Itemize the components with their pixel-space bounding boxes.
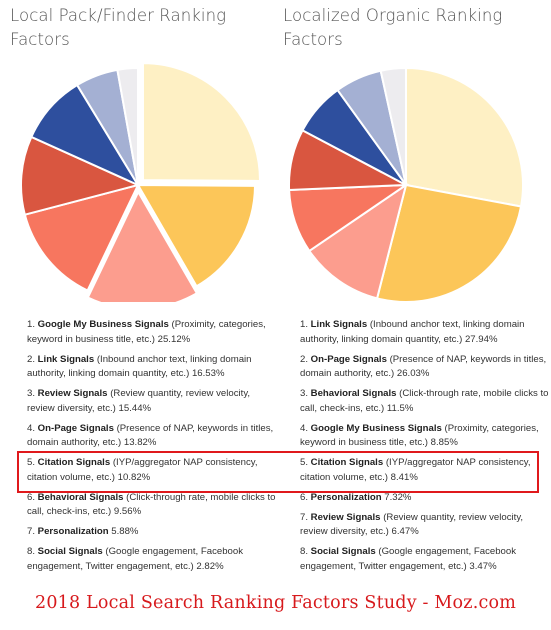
factor-number: 5. bbox=[300, 457, 311, 468]
factor-description: (Review quantity, review velocity, revie… bbox=[300, 511, 524, 538]
factor-description: (Click-through rate, mobile clicks to ca… bbox=[27, 491, 276, 518]
factor-percentage: 15.44% bbox=[118, 402, 152, 414]
factor-name: Link Signals bbox=[37, 353, 95, 365]
factor-number: 2. bbox=[300, 353, 311, 365]
pie-chart-localized-organic bbox=[288, 66, 524, 302]
pie-slice-social-signals bbox=[116, 66, 139, 186]
chart-local-pack: Local Pack/Finder Ranking Factors 1. Goo… bbox=[10, 0, 275, 572]
factor-number: 7. bbox=[300, 511, 311, 523]
factor-item-social-signals: 8. Social Signals (Google engagement, Fa… bbox=[27, 545, 277, 574]
factor-name: Citation Signals bbox=[310, 457, 384, 468]
factor-percentage: 7.32% bbox=[384, 491, 412, 503]
pie-slice-link-signals bbox=[405, 66, 524, 208]
factor-item-personalization: 7. Personalization 5.88% bbox=[27, 525, 277, 540]
factor-list-local-pack: 1. Google My Business Signals (Proximity… bbox=[27, 318, 277, 580]
factor-number: 2. bbox=[27, 353, 38, 365]
factor-number: 1. bbox=[27, 319, 38, 330]
factor-description: (Click-through rate, mobile clicks to ca… bbox=[300, 388, 549, 414]
pie-slice-on-page-signals bbox=[375, 183, 523, 302]
factor-item-link-signals: 1. Link Signals (Inbound anchor text, li… bbox=[300, 318, 550, 347]
factor-name: Link Signals bbox=[310, 319, 368, 330]
factor-item-link-signals: 2. Link Signals (Inbound anchor text, li… bbox=[27, 353, 277, 382]
factor-description: (Proximity, categories, keyword in busin… bbox=[300, 422, 539, 449]
factor-percentage: 16.53% bbox=[191, 368, 225, 379]
factor-number: 8. bbox=[300, 546, 311, 557]
factor-number: 8. bbox=[27, 546, 38, 557]
factor-number: 5. bbox=[27, 457, 38, 468]
footer-caption: 2018 Local Search Ranking Factors Study … bbox=[34, 593, 516, 613]
factor-name: Behavioral Signals bbox=[37, 491, 124, 503]
factor-list-localized-organic: 1. Link Signals (Inbound anchor text, li… bbox=[300, 318, 550, 580]
factor-item-citation-signals: 5. Citation Signals (IYP/aggregator NAP … bbox=[300, 456, 550, 485]
factor-item-google-my-business-signals: 4. Google My Business Signals (Proximity… bbox=[300, 422, 550, 451]
factor-percentage: 8.85% bbox=[430, 437, 458, 448]
factor-name: Behavioral Signals bbox=[310, 388, 397, 399]
factor-description: (Inbound anchor text, linking domain aut… bbox=[27, 353, 252, 380]
pie-slice-google-my-business-signals bbox=[141, 62, 261, 182]
pie-slice-review-signals bbox=[86, 189, 199, 302]
factor-name: Social Signals bbox=[37, 546, 103, 557]
factor-name: On-Page Signals bbox=[37, 422, 114, 434]
factor-name: Google My Business Signals bbox=[37, 319, 169, 330]
factor-percentage: 27.94% bbox=[464, 333, 498, 345]
factor-description: (Presence of NAP, keywords in titles, do… bbox=[300, 353, 547, 380]
pie-slice-citation-signals bbox=[20, 135, 141, 216]
factor-number: 3. bbox=[300, 388, 311, 399]
factor-item-behavioral-signals: 3. Behavioral Signals (Click-through rat… bbox=[300, 387, 550, 416]
factor-number: 1. bbox=[300, 319, 311, 330]
factor-percentage: 6.47% bbox=[391, 526, 419, 537]
chart-localized-organic: Localized Organic Ranking Factors 1. Lin… bbox=[283, 0, 548, 572]
factor-item-personalization: 6. Personalization 7.32% bbox=[300, 491, 550, 506]
pie-wrap bbox=[283, 52, 545, 302]
factor-name: Review Signals bbox=[37, 388, 108, 399]
factor-item-review-signals: 3. Review Signals (Review quantity, revi… bbox=[27, 387, 277, 416]
pie-wrap bbox=[10, 52, 272, 302]
factor-item-google-my-business-signals: 1. Google My Business Signals (Proximity… bbox=[27, 318, 277, 347]
factor-number: 4. bbox=[27, 422, 38, 434]
pie-slice-social-signals bbox=[379, 66, 407, 186]
factor-item-on-page-signals: 4. On-Page Signals (Presence of NAP, key… bbox=[27, 422, 277, 451]
pie-slice-behavioral-signals bbox=[307, 182, 408, 300]
factor-item-citation-signals: 5. Citation Signals (IYP/aggregator NAP … bbox=[27, 456, 277, 485]
factor-percentage: 25.12% bbox=[157, 333, 191, 345]
factor-percentage: 9.56% bbox=[113, 506, 142, 517]
factor-name: Review Signals bbox=[310, 511, 381, 523]
factor-number: 3. bbox=[27, 388, 38, 399]
factor-percentage: 10.82% bbox=[117, 471, 151, 483]
factor-description: (IYP/aggregator NAP consistency, citatio… bbox=[300, 457, 531, 483]
factor-percentage: 26.03% bbox=[396, 368, 430, 379]
factor-number: 6. bbox=[300, 491, 311, 503]
factor-item-review-signals: 7. Review Signals (Review quantity, revi… bbox=[300, 511, 550, 540]
factor-percentage: 11.5% bbox=[386, 402, 414, 414]
factor-name: Personalization bbox=[37, 526, 109, 537]
factor-percentage: 13.82% bbox=[123, 437, 157, 448]
factor-name: Citation Signals bbox=[37, 457, 111, 468]
factor-description: (Google engagement, Facebook engagement,… bbox=[27, 546, 244, 572]
chart-title: Localized Organic Ranking Factors bbox=[283, 6, 503, 49]
factor-description: (Review quantity, review velocity, revie… bbox=[27, 388, 251, 414]
factor-percentage: 5.88% bbox=[111, 526, 139, 537]
factor-name: Personalization bbox=[310, 491, 382, 503]
factor-name: On-Page Signals bbox=[310, 353, 387, 365]
pie-chart-local-pack bbox=[20, 62, 261, 302]
factor-description: (Inbound anchor text, linking domain aut… bbox=[300, 319, 525, 345]
factor-item-on-page-signals: 2. On-Page Signals (Presence of NAP, key… bbox=[300, 353, 550, 382]
factor-number: 4. bbox=[300, 422, 311, 434]
factor-item-social-signals: 8. Social Signals (Google engagement, Fa… bbox=[300, 545, 550, 574]
factor-item-behavioral-signals: 6. Behavioral Signals (Click-through rat… bbox=[27, 491, 277, 520]
factor-percentage: 8.41% bbox=[390, 471, 418, 483]
factor-description: (Presence of NAP, keywords in titles, do… bbox=[27, 422, 274, 449]
factor-description: (Proximity, categories, keyword in busin… bbox=[27, 319, 266, 345]
factor-name: Google My Business Signals bbox=[310, 422, 442, 434]
factor-number: 6. bbox=[27, 491, 38, 503]
chart-title: Local Pack/Finder Ranking Factors bbox=[10, 6, 227, 49]
factor-description: (Google engagement, Facebook engagement,… bbox=[300, 546, 517, 572]
factor-percentage: 3.47% bbox=[469, 560, 497, 572]
factor-description: (IYP/aggregator NAP consistency, citatio… bbox=[27, 457, 258, 483]
factor-name: Social Signals bbox=[310, 546, 376, 557]
pie-slice-link-signals bbox=[136, 183, 257, 288]
factor-percentage: 2.82% bbox=[196, 560, 224, 572]
factor-number: 7. bbox=[27, 526, 38, 537]
pie-slice-on-page-signals bbox=[23, 183, 140, 292]
